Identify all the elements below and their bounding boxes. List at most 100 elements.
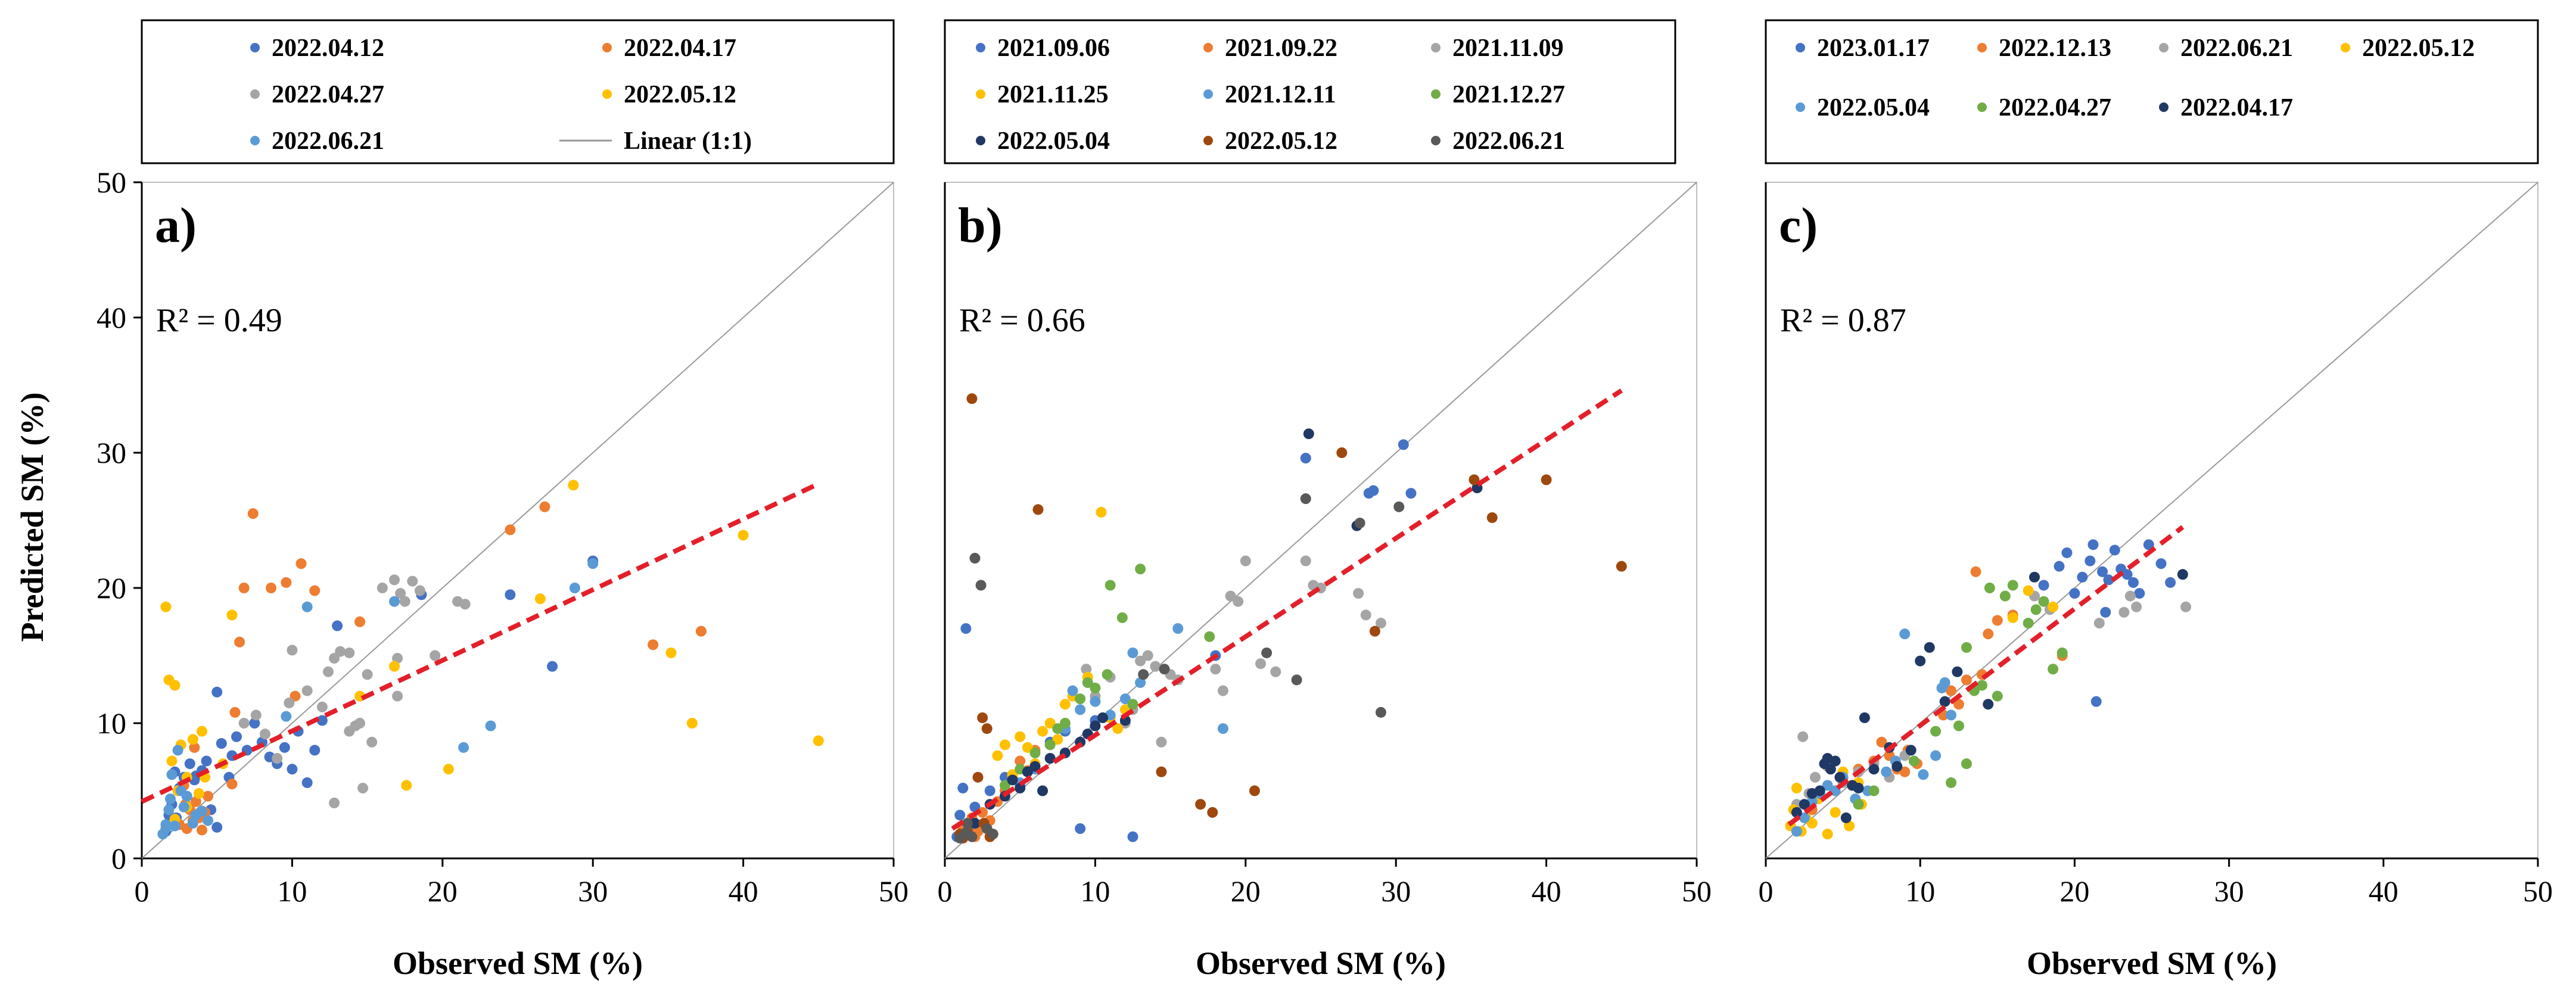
- x-tick-label: 10: [1080, 874, 1110, 908]
- data-point: [1127, 831, 1138, 842]
- data-point: [1393, 501, 1405, 512]
- data-point: [187, 817, 198, 829]
- data-point: [981, 723, 993, 734]
- data-point: [181, 790, 192, 802]
- data-point: [1135, 677, 1146, 688]
- series-2022.04.27: [238, 574, 471, 808]
- r-squared-label: R² = 0.66: [959, 302, 1085, 339]
- data-point: [1405, 488, 1417, 499]
- data-point: [281, 711, 292, 722]
- data-point: [229, 706, 241, 718]
- legend-item: 2023.01.17: [1796, 35, 1930, 62]
- x-axis-label: Observed SM (%): [1196, 945, 1446, 981]
- data-point: [203, 815, 214, 826]
- legend-marker: [1431, 43, 1441, 52]
- data-point: [1868, 764, 1880, 775]
- panel-a: 0 10 20 30 40 50 0 10 20 30 40 50 a) R² = 0.49 Observe…: [97, 19, 909, 981]
- legend-label: 2023.01.17: [1817, 35, 1930, 62]
- data-point: [1918, 769, 1929, 780]
- series-2022.04.27: [1853, 580, 2068, 810]
- data-point: [2109, 544, 2120, 556]
- data-point: [1939, 677, 1950, 688]
- y-tick-label: 30: [97, 436, 126, 469]
- legend-item: 2022.05.04: [1796, 94, 1930, 122]
- data-point: [1022, 742, 1033, 753]
- legend-item: 2021.12.27: [1431, 81, 1565, 108]
- data-point: [1156, 766, 1167, 777]
- data-point: [1939, 696, 1950, 707]
- data-point: [1840, 812, 1852, 823]
- data-point: [1541, 474, 1552, 485]
- y-tick-label: 10: [97, 706, 126, 740]
- data-point: [266, 583, 277, 593]
- data-point: [1052, 723, 1063, 734]
- data-point: [2054, 561, 2065, 572]
- data-point: [485, 720, 496, 732]
- series-2022.06.21: [954, 493, 1405, 844]
- data-point: [1806, 817, 1818, 829]
- data-point: [2093, 618, 2105, 629]
- legend-label: 2021.11.25: [997, 81, 1109, 108]
- data-point: [1195, 799, 1206, 810]
- data-point: [344, 726, 355, 737]
- legend-label: 2022.05.04: [997, 127, 1110, 155]
- data-point: [1135, 655, 1146, 667]
- data-point: [2023, 618, 2034, 629]
- legend-marker: [1203, 89, 1213, 99]
- data-point: [1905, 745, 1917, 756]
- one-to-one-line: [944, 182, 1697, 859]
- data-point: [954, 810, 966, 821]
- data-point: [1930, 750, 1942, 761]
- data-point: [272, 753, 283, 764]
- data-point: [1830, 807, 1841, 818]
- legend-marker: [1203, 136, 1213, 145]
- data-point: [1090, 696, 1101, 707]
- panel-b-legend-box: [944, 19, 1676, 164]
- data-point: [1799, 812, 1810, 823]
- data-point: [287, 645, 298, 656]
- data-point: [1375, 618, 1386, 629]
- data-point: [1992, 690, 2003, 702]
- legend-marker: [602, 43, 612, 52]
- data-point: [1891, 761, 1903, 772]
- data-point: [1953, 699, 1964, 710]
- data-point: [295, 558, 307, 569]
- data-point: [160, 823, 172, 835]
- data-point: [2023, 585, 2034, 596]
- data-point: [2048, 601, 2059, 612]
- data-point: [1983, 699, 1994, 710]
- data-point: [2155, 558, 2167, 569]
- data-point: [738, 530, 749, 541]
- legend-label: 2022.04.27: [1999, 94, 2111, 122]
- data-point: [231, 731, 242, 742]
- data-point: [2180, 601, 2192, 612]
- legend-label: 2021.09.06: [997, 35, 1110, 62]
- data-point: [1908, 755, 1919, 767]
- data-point: [1127, 699, 1138, 710]
- data-point: [301, 601, 313, 612]
- y-tick-label: 0: [111, 842, 126, 875]
- data-point: [1992, 615, 2003, 626]
- data-point: [226, 609, 238, 621]
- x-tick-label: 50: [879, 874, 909, 908]
- data-point: [216, 738, 227, 749]
- data-point: [1853, 782, 1864, 793]
- data-point: [389, 661, 400, 672]
- legend-label: 2022.05.12: [2362, 35, 2475, 62]
- data-point: [1899, 628, 1911, 640]
- data-point: [1369, 625, 1380, 637]
- data-point: [987, 829, 998, 840]
- legend-label: 2021.12.27: [1452, 81, 1565, 108]
- data-point: [395, 588, 406, 599]
- data-point: [1015, 731, 1026, 742]
- data-point: [362, 669, 373, 680]
- data-point: [1032, 504, 1044, 515]
- x-tick-label: 50: [1682, 874, 1712, 908]
- data-point: [1075, 693, 1086, 705]
- legend-label: 2022.06.21: [2180, 35, 2293, 62]
- data-point: [316, 715, 328, 726]
- legend-marker: [976, 89, 985, 99]
- data-point: [1300, 453, 1311, 464]
- legend-item: 2022.04.17: [602, 35, 736, 62]
